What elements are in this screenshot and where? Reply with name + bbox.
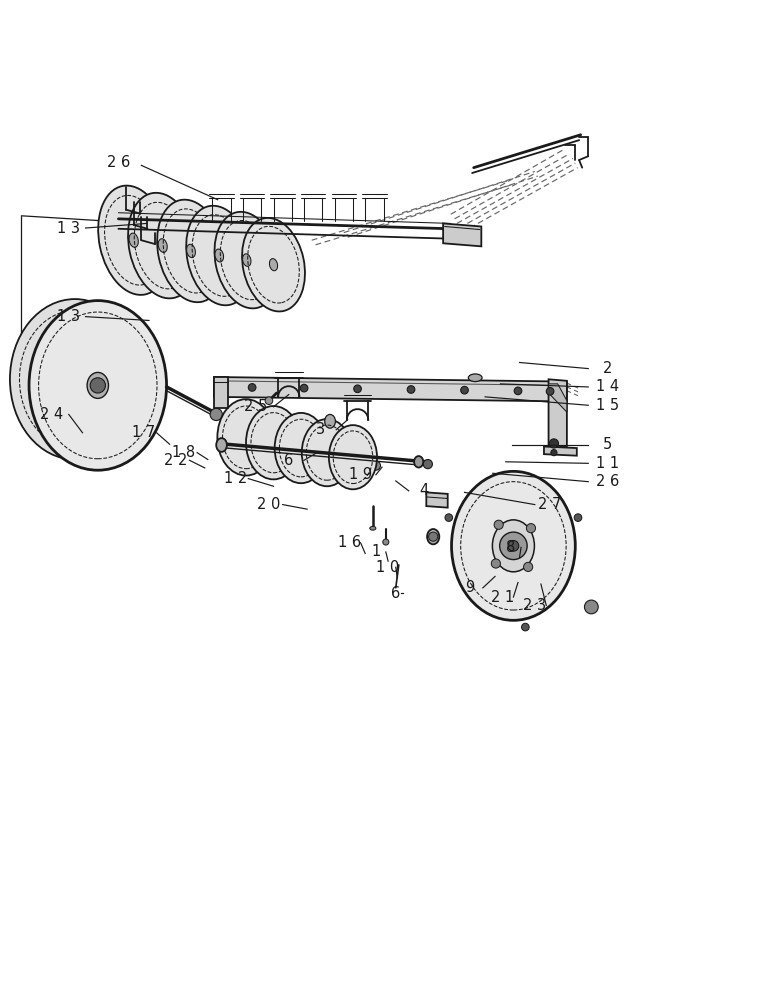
Text: 1: 1 bbox=[371, 544, 380, 559]
Text: 1 5: 1 5 bbox=[596, 398, 619, 413]
Text: 6: 6 bbox=[284, 453, 293, 468]
Polygon shape bbox=[549, 379, 567, 447]
Ellipse shape bbox=[370, 526, 376, 530]
Text: 4: 4 bbox=[419, 483, 429, 498]
Ellipse shape bbox=[492, 520, 534, 572]
Circle shape bbox=[551, 450, 557, 456]
Circle shape bbox=[546, 387, 554, 395]
Text: 1 0: 1 0 bbox=[377, 560, 400, 575]
Text: 2: 2 bbox=[603, 361, 612, 376]
Circle shape bbox=[248, 384, 256, 391]
Ellipse shape bbox=[468, 374, 482, 382]
Text: 2 6: 2 6 bbox=[596, 474, 619, 489]
Circle shape bbox=[300, 384, 308, 392]
Ellipse shape bbox=[157, 200, 225, 302]
Circle shape bbox=[461, 386, 468, 394]
Text: 2 0: 2 0 bbox=[257, 497, 280, 512]
Ellipse shape bbox=[302, 419, 352, 486]
Text: 2 1: 2 1 bbox=[491, 590, 514, 605]
Circle shape bbox=[265, 397, 273, 405]
Text: 1 3: 1 3 bbox=[57, 221, 80, 236]
Circle shape bbox=[383, 539, 389, 545]
Text: 6: 6 bbox=[391, 586, 400, 601]
Polygon shape bbox=[549, 384, 567, 412]
Text: 2 2: 2 2 bbox=[164, 453, 187, 468]
Ellipse shape bbox=[217, 399, 275, 476]
Circle shape bbox=[584, 600, 598, 614]
Polygon shape bbox=[544, 447, 577, 456]
Text: 1 7: 1 7 bbox=[132, 425, 155, 440]
Circle shape bbox=[371, 461, 380, 470]
Circle shape bbox=[549, 439, 558, 448]
Ellipse shape bbox=[246, 406, 301, 479]
Text: 9: 9 bbox=[465, 580, 474, 595]
Ellipse shape bbox=[329, 425, 377, 489]
Circle shape bbox=[508, 540, 519, 551]
Circle shape bbox=[523, 562, 533, 571]
Circle shape bbox=[423, 460, 432, 469]
Circle shape bbox=[445, 514, 452, 521]
Ellipse shape bbox=[186, 244, 196, 258]
Text: 2 4: 2 4 bbox=[40, 407, 63, 422]
Polygon shape bbox=[426, 492, 448, 508]
Ellipse shape bbox=[414, 456, 423, 468]
Ellipse shape bbox=[242, 218, 305, 311]
Polygon shape bbox=[214, 377, 567, 401]
Circle shape bbox=[429, 532, 438, 541]
Text: 1 2: 1 2 bbox=[224, 471, 247, 486]
Circle shape bbox=[494, 520, 503, 529]
Ellipse shape bbox=[427, 529, 439, 544]
Text: 3: 3 bbox=[316, 422, 325, 437]
Ellipse shape bbox=[274, 413, 327, 483]
Ellipse shape bbox=[215, 212, 279, 308]
Text: 5: 5 bbox=[603, 437, 612, 452]
Circle shape bbox=[575, 514, 582, 521]
Text: 2 5: 2 5 bbox=[244, 399, 267, 414]
Ellipse shape bbox=[10, 299, 140, 460]
Circle shape bbox=[526, 524, 536, 533]
Ellipse shape bbox=[98, 186, 170, 295]
Text: 1 9: 1 9 bbox=[349, 467, 372, 482]
Ellipse shape bbox=[186, 206, 252, 305]
Text: 8: 8 bbox=[506, 540, 515, 555]
Circle shape bbox=[354, 385, 361, 393]
Polygon shape bbox=[443, 223, 481, 246]
Text: 1 4: 1 4 bbox=[596, 379, 619, 394]
Text: 1 1: 1 1 bbox=[596, 456, 619, 471]
Circle shape bbox=[90, 378, 105, 393]
Circle shape bbox=[514, 387, 522, 395]
Ellipse shape bbox=[452, 471, 575, 620]
Text: 2 7: 2 7 bbox=[539, 497, 562, 512]
Circle shape bbox=[407, 386, 415, 393]
Ellipse shape bbox=[243, 254, 251, 266]
Circle shape bbox=[522, 623, 529, 631]
Text: 2 6: 2 6 bbox=[107, 155, 130, 170]
Ellipse shape bbox=[128, 193, 197, 298]
Text: 1 6: 1 6 bbox=[338, 535, 361, 550]
Text: 1 3: 1 3 bbox=[57, 309, 80, 324]
Text: 1 8: 1 8 bbox=[172, 445, 195, 460]
Circle shape bbox=[210, 408, 222, 421]
Ellipse shape bbox=[158, 239, 167, 252]
Text: 2 3: 2 3 bbox=[523, 598, 546, 613]
Ellipse shape bbox=[215, 249, 224, 262]
Circle shape bbox=[500, 532, 527, 560]
Ellipse shape bbox=[129, 233, 138, 247]
Ellipse shape bbox=[29, 301, 167, 470]
Polygon shape bbox=[214, 377, 228, 408]
Ellipse shape bbox=[87, 372, 108, 398]
Ellipse shape bbox=[325, 414, 335, 428]
Ellipse shape bbox=[216, 438, 227, 452]
Ellipse shape bbox=[270, 259, 277, 271]
Circle shape bbox=[491, 559, 500, 568]
